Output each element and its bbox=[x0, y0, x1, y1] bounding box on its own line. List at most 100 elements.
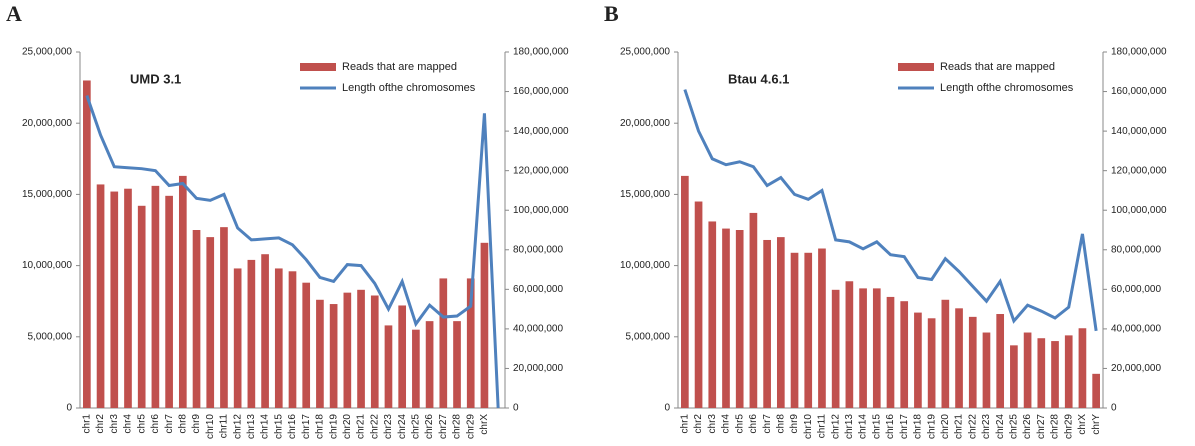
bar bbox=[804, 252, 813, 408]
bar bbox=[96, 184, 105, 408]
bar bbox=[398, 305, 407, 408]
y2-tick-label: 120,000,000 bbox=[513, 165, 569, 176]
y2-tick-label: 160,000,000 bbox=[1111, 86, 1167, 97]
bar bbox=[735, 230, 744, 408]
x-tick-label: chr3 bbox=[707, 414, 718, 434]
x-tick-label: chr18 bbox=[913, 414, 924, 439]
panel-label: B bbox=[604, 1, 619, 26]
bar bbox=[165, 195, 173, 408]
x-tick-label: chr3 bbox=[109, 414, 120, 434]
bar bbox=[370, 295, 379, 408]
x-tick-label: chr13 bbox=[844, 414, 855, 439]
x-tick-label: chr23 bbox=[981, 414, 992, 439]
y2-tick-label: 100,000,000 bbox=[513, 205, 569, 216]
bar bbox=[480, 242, 489, 408]
line-series bbox=[683, 89, 1098, 332]
x-tick-label: chr4 bbox=[123, 414, 134, 434]
bar bbox=[384, 325, 393, 408]
bar bbox=[261, 254, 269, 408]
bar bbox=[329, 304, 338, 408]
x-tick-label: chr20 bbox=[342, 414, 353, 439]
panel-label: A bbox=[6, 1, 22, 26]
bar bbox=[1010, 345, 1018, 408]
bar bbox=[220, 227, 228, 408]
y-tick-label: 15,000,000 bbox=[22, 189, 72, 200]
y2-tick-label: 100,000,000 bbox=[1111, 205, 1167, 216]
chart-title: Btau 4.6.1 bbox=[728, 71, 789, 86]
x-tick-label: chr24 bbox=[397, 414, 408, 439]
bar bbox=[763, 239, 771, 408]
y-tick-label: 5,000,000 bbox=[626, 331, 671, 342]
x-tick-label: chr28 bbox=[452, 414, 463, 439]
x-tick-label: chr6 bbox=[748, 414, 759, 434]
legend-label: Length ofthe chromosomes bbox=[940, 82, 1074, 94]
bar bbox=[694, 201, 703, 408]
x-tick-label: chr25 bbox=[1009, 414, 1020, 439]
bar bbox=[274, 268, 283, 408]
x-tick-label: chr15 bbox=[871, 414, 882, 439]
y2-tick-label: 20,000,000 bbox=[1111, 363, 1161, 374]
x-tick-label: chr11 bbox=[817, 414, 828, 439]
x-tick-label: chr7 bbox=[762, 414, 773, 434]
x-tick-label: chr24 bbox=[995, 414, 1006, 439]
y2-tick-label: 20,000,000 bbox=[513, 363, 563, 374]
x-tick-label: chr1 bbox=[679, 414, 690, 434]
bar bbox=[83, 80, 91, 408]
bar bbox=[288, 271, 297, 408]
y-tick-label: 0 bbox=[664, 403, 670, 414]
x-tick-label: chr12 bbox=[830, 414, 841, 439]
x-tick-label: chr20 bbox=[940, 414, 951, 439]
x-tick-label: chr11 bbox=[219, 414, 230, 439]
y-tick-label: 25,000,000 bbox=[22, 47, 72, 58]
bar bbox=[831, 289, 840, 408]
bar bbox=[1051, 341, 1059, 408]
line-series bbox=[85, 95, 500, 409]
y2-tick-label: 140,000,000 bbox=[1111, 126, 1167, 137]
bar bbox=[681, 175, 689, 408]
x-tick-label: chrX bbox=[479, 414, 490, 435]
bar bbox=[708, 221, 717, 408]
bar bbox=[1023, 332, 1032, 408]
x-tick-label: chr18 bbox=[315, 414, 326, 439]
x-tick-label: chrX bbox=[1077, 414, 1088, 435]
y2-tick-label: 160,000,000 bbox=[513, 86, 569, 97]
bar bbox=[914, 312, 922, 408]
bar bbox=[466, 278, 475, 408]
x-tick-label: chr15 bbox=[273, 414, 284, 439]
x-tick-label: chr9 bbox=[191, 414, 202, 434]
bar bbox=[927, 318, 936, 408]
x-tick-label: chr8 bbox=[775, 414, 786, 434]
bar bbox=[151, 185, 160, 408]
x-tick-label: chr10 bbox=[803, 414, 814, 439]
legend-label: Reads that are mapped bbox=[342, 61, 457, 73]
y2-tick-label: 60,000,000 bbox=[513, 284, 563, 295]
legend-swatch bbox=[898, 63, 934, 71]
x-tick-label: chr23 bbox=[383, 414, 394, 439]
x-tick-label: chr25 bbox=[411, 414, 422, 439]
bar bbox=[206, 237, 215, 408]
legend-label: Length ofthe chromosomes bbox=[342, 82, 476, 94]
x-tick-label: chr10 bbox=[205, 414, 216, 439]
bar bbox=[1064, 335, 1073, 408]
bar bbox=[343, 292, 352, 408]
x-tick-label: chrY bbox=[1091, 414, 1102, 435]
x-tick-label: chr17 bbox=[301, 414, 312, 439]
chart-title: UMD 3.1 bbox=[130, 71, 181, 86]
bar bbox=[859, 288, 867, 408]
bar bbox=[357, 289, 365, 408]
y2-tick-label: 80,000,000 bbox=[1111, 244, 1161, 255]
bar bbox=[1078, 328, 1087, 408]
x-tick-label: chr7 bbox=[164, 414, 175, 434]
bar bbox=[900, 301, 909, 408]
y2-tick-label: 0 bbox=[1111, 403, 1117, 414]
x-tick-label: chr17 bbox=[899, 414, 910, 439]
y-tick-label: 20,000,000 bbox=[22, 118, 72, 129]
legend-swatch bbox=[300, 63, 336, 71]
x-tick-label: chr28 bbox=[1050, 414, 1061, 439]
x-tick-label: chr29 bbox=[1063, 414, 1074, 439]
bar bbox=[137, 205, 146, 408]
bar bbox=[124, 188, 132, 408]
x-tick-label: chr22 bbox=[369, 414, 380, 439]
x-tick-label: chr5 bbox=[136, 414, 147, 434]
